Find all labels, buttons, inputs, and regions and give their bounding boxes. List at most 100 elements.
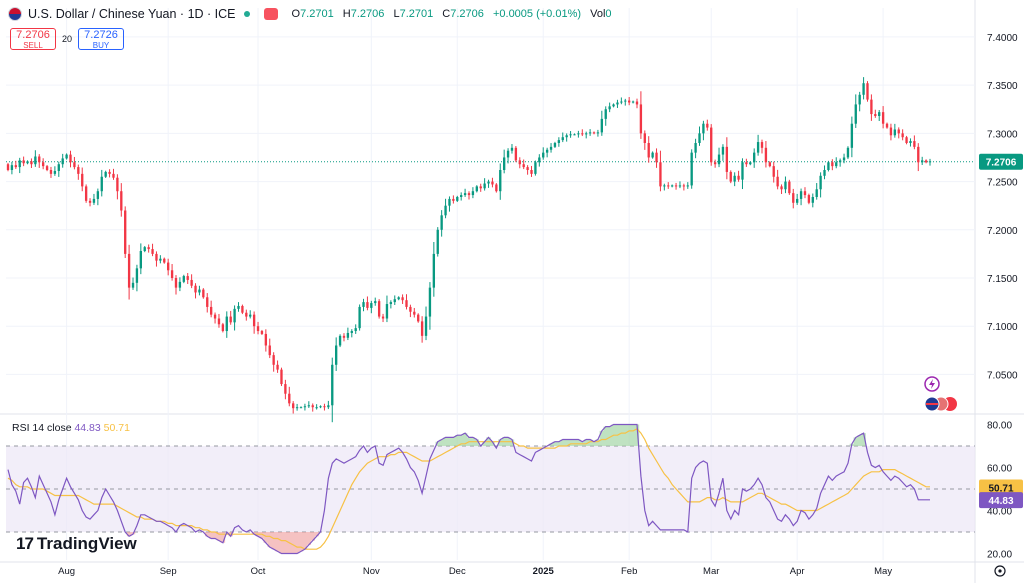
high-value: 7.2706	[350, 8, 385, 20]
candle-body	[268, 345, 271, 356]
candle-body	[245, 312, 248, 317]
candle-body	[284, 384, 287, 394]
candle-body	[241, 305, 244, 313]
candle-body	[14, 165, 17, 168]
candle-body	[159, 258, 162, 261]
time-tick-label: Mar	[703, 566, 719, 577]
candle-body	[170, 270, 174, 278]
alert-badge-icon[interactable]	[263, 8, 278, 20]
candle-body	[624, 100, 627, 102]
flag-stripe	[926, 403, 938, 405]
candle-body	[905, 137, 908, 143]
price-tick-label: 7.2500	[987, 178, 1018, 189]
price-tick-label: 7.4000	[987, 33, 1018, 44]
candle-body	[463, 193, 467, 196]
candle-body	[928, 161, 932, 163]
candle-body	[909, 141, 912, 143]
candle-body	[530, 170, 533, 174]
time-tick-label: Feb	[621, 566, 637, 577]
candle-body	[557, 140, 561, 143]
candle-body	[858, 94, 861, 105]
time-tick-label: Sep	[160, 566, 177, 577]
time-tick-label: Oct	[251, 566, 266, 577]
market-status-dot-icon[interactable]	[243, 11, 250, 17]
candle-body	[374, 301, 377, 304]
candle-body	[475, 186, 478, 192]
candle-body	[756, 142, 760, 153]
rsi-ma-badge	[979, 479, 1023, 496]
tradingview-logo-mark: 17	[16, 534, 34, 553]
candle-body	[686, 185, 689, 187]
candle-body	[233, 308, 236, 323]
candle-body	[663, 185, 666, 187]
candle-body	[479, 186, 482, 189]
candle-body	[674, 185, 678, 187]
tradingview-logo[interactable]: 17 TradingView	[16, 534, 137, 554]
candle-body	[526, 167, 529, 170]
candle-body	[635, 101, 639, 105]
candle-body	[143, 247, 146, 251]
candle-body	[721, 146, 725, 155]
rsi-tick-label: 80.00	[987, 420, 1012, 431]
candle-body	[897, 129, 900, 134]
candle-body	[565, 135, 568, 138]
time-tick-label: Aug	[58, 566, 75, 577]
candle-body	[815, 189, 818, 197]
price-tick-label: 7.3000	[987, 129, 1018, 140]
time-tick-label: Nov	[363, 566, 380, 577]
candle-body	[307, 405, 310, 407]
candle-body	[538, 157, 541, 163]
candle-body	[780, 186, 783, 190]
candle-body	[889, 127, 893, 136]
chart-header: U.S. Dollar / Chinese Yuan · 1D · ICE O7…	[8, 5, 618, 23]
candle-body	[522, 164, 525, 168]
candle-body	[225, 316, 228, 332]
price-tick-label: 7.1000	[987, 322, 1018, 333]
candle-body	[385, 304, 389, 319]
candle-body	[108, 171, 111, 174]
candle-body	[545, 149, 549, 153]
rsi-oversold-fill	[126, 532, 319, 554]
rsi-legend[interactable]: RSI 14 close 44.83 50.71	[12, 422, 130, 434]
usd-cny-flag-icon	[8, 7, 22, 21]
rsi-overbought-fill	[435, 424, 866, 446]
candle-body	[311, 405, 314, 408]
rsi-axis[interactable]: 80.00 60.00 40.00 20.00 50.71 44.83	[979, 420, 1023, 561]
rsi-title: RSI 14 close	[12, 422, 72, 434]
candle-body	[84, 186, 88, 201]
candle-body	[420, 321, 424, 336]
candle-body	[260, 331, 264, 334]
candle-body	[112, 173, 115, 178]
candle-body	[514, 147, 518, 161]
candle-body	[854, 104, 857, 124]
candle-body	[401, 297, 404, 301]
candle-body	[409, 306, 412, 312]
price-tick-label: 7.0500	[987, 370, 1018, 381]
candle-body	[124, 210, 127, 254]
candle-body	[827, 162, 830, 170]
tradingview-logo-text: TradingView	[36, 534, 137, 553]
candle-body	[913, 141, 916, 147]
time-axis[interactable]: Aug Sep Oct Nov Dec 2025 Feb Mar Apr May	[58, 566, 892, 577]
sell-button[interactable]: 7.2706 SELL	[10, 28, 56, 50]
candle-body	[901, 133, 904, 138]
candle-body	[760, 142, 764, 148]
candle-body	[667, 185, 670, 187]
price-axis[interactable]: 7.4000 7.3500 7.3000 7.2500 7.2000 7.1500 7.10…	[979, 33, 1023, 382]
candle-body	[362, 302, 365, 307]
candle-body	[147, 247, 150, 250]
candle-body	[842, 157, 846, 161]
open-value: 7.2701	[300, 8, 334, 20]
candle-body	[139, 251, 143, 269]
candle-body	[881, 112, 885, 124]
candle-body	[682, 185, 686, 187]
candle-body	[49, 170, 53, 174]
candle-body	[155, 253, 158, 261]
candle-body	[217, 318, 221, 325]
settings-gear-center	[998, 569, 1002, 573]
symbol-title[interactable]: U.S. Dollar / Chinese Yuan · 1D · ICE	[28, 7, 236, 21]
buy-button[interactable]: 7.2726 BUY	[78, 28, 124, 50]
candle-body	[436, 229, 439, 254]
candle-body	[288, 393, 291, 404]
